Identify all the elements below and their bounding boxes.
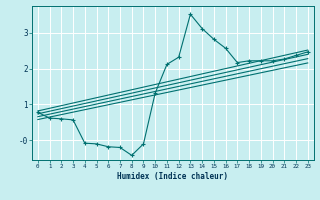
X-axis label: Humidex (Indice chaleur): Humidex (Indice chaleur) bbox=[117, 172, 228, 181]
